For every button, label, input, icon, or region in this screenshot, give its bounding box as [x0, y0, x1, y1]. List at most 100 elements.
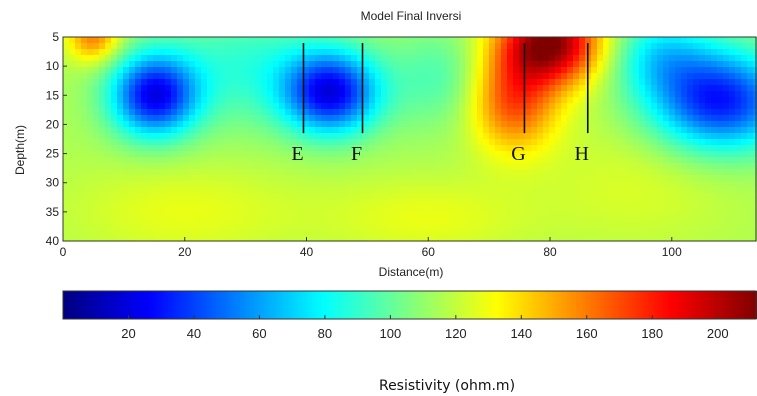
heatmap-cell	[447, 157, 454, 164]
heatmap-cell	[285, 205, 292, 212]
heatmap-cell	[285, 55, 292, 62]
heatmap-cell	[375, 67, 382, 74]
heatmap-cell	[519, 211, 526, 218]
heatmap-cell	[669, 187, 676, 194]
heatmap-cell	[411, 115, 418, 122]
heatmap-cell	[729, 43, 736, 50]
heatmap-cell	[165, 211, 172, 218]
heatmap-cell	[561, 145, 568, 152]
heatmap-cell	[333, 91, 340, 98]
colorbar-cell	[462, 291, 466, 319]
heatmap-cell	[357, 175, 364, 182]
heatmap-cell	[219, 163, 226, 170]
colorbar-cell	[339, 291, 343, 319]
heatmap-cell	[93, 163, 100, 170]
heatmap-cell	[417, 43, 424, 50]
heatmap-cell	[633, 79, 640, 86]
heatmap-cell	[591, 223, 598, 230]
heatmap-cell	[651, 175, 658, 182]
heatmap-cell	[603, 49, 610, 56]
heatmap-cell	[603, 163, 610, 170]
heatmap-cell	[129, 163, 136, 170]
heatmap-cell	[315, 199, 322, 206]
heatmap-cell	[681, 127, 688, 134]
heatmap-cell	[123, 211, 130, 218]
heatmap-cell	[363, 85, 370, 92]
heatmap-cell	[663, 163, 670, 170]
heatmap-cell	[345, 109, 352, 116]
heatmap-cell	[717, 139, 724, 146]
colorbar-gradient	[63, 291, 757, 319]
heatmap-cell	[675, 199, 682, 206]
heatmap-cell	[327, 133, 334, 140]
colorbar-cell	[678, 291, 682, 319]
heatmap-cell	[417, 187, 424, 194]
heatmap-cell	[621, 79, 628, 86]
heatmap-cell	[597, 109, 604, 116]
heatmap-cell	[135, 223, 142, 230]
heatmap-cell	[351, 175, 358, 182]
heatmap-cell	[237, 229, 244, 236]
heatmap-cell	[105, 103, 112, 110]
heatmap-cell	[63, 187, 70, 194]
colorbar-cell	[600, 291, 604, 319]
heatmap-cell	[495, 229, 502, 236]
heatmap-cell	[723, 67, 730, 74]
heatmap-cell	[225, 49, 232, 56]
heatmap-cell	[189, 121, 196, 128]
heatmap-cell	[87, 169, 94, 176]
heatmap-cell	[159, 91, 166, 98]
heatmap-cell	[717, 79, 724, 86]
heatmap-cell	[453, 43, 460, 50]
heatmap-cell	[315, 91, 322, 98]
colorbar-cell	[207, 291, 211, 319]
heatmap-cell	[411, 139, 418, 146]
heatmap-cell	[519, 157, 526, 164]
heatmap-cell	[267, 127, 274, 134]
heatmap-cell	[729, 235, 736, 242]
heatmap-cell	[69, 73, 76, 80]
heatmap-cell	[693, 91, 700, 98]
heatmap-cell	[729, 229, 736, 236]
heatmap-cell	[189, 163, 196, 170]
heatmap-cell	[387, 121, 394, 128]
heatmap-cell	[645, 115, 652, 122]
heatmap-cell	[141, 37, 148, 44]
heatmap-cell	[729, 79, 736, 86]
heatmap-cell	[189, 37, 196, 44]
heatmap-cell	[159, 133, 166, 140]
heatmap-cell	[399, 145, 406, 152]
heatmap-cell	[297, 43, 304, 50]
heatmap-cell	[327, 187, 334, 194]
heatmap-cell	[465, 235, 472, 242]
heatmap-cell	[363, 211, 370, 218]
heatmap-cell	[189, 193, 196, 200]
heatmap-cell	[471, 49, 478, 56]
heatmap-cell	[453, 163, 460, 170]
heatmap-cell	[177, 85, 184, 92]
heatmap-cell	[201, 121, 208, 128]
heatmap-cell	[567, 91, 574, 98]
heatmap-cell	[567, 217, 574, 224]
heatmap-cell	[153, 151, 160, 158]
heatmap-cell	[747, 151, 754, 158]
heatmap-cell	[183, 157, 190, 164]
heatmap-cell	[453, 121, 460, 128]
heatmap-cell	[273, 103, 280, 110]
heatmap-cell	[375, 115, 382, 122]
heatmap-cell	[561, 91, 568, 98]
heatmap-cell	[477, 169, 484, 176]
heatmap-cell	[477, 73, 484, 80]
heatmap-cell	[417, 211, 424, 218]
heatmap-cell	[675, 175, 682, 182]
heatmap-cell	[183, 133, 190, 140]
heatmap-cell	[699, 217, 706, 224]
heatmap-cell	[333, 121, 340, 128]
heatmap-cell	[189, 235, 196, 242]
heatmap-cell	[543, 169, 550, 176]
heatmap-cell	[201, 127, 208, 134]
heatmap-cell	[315, 115, 322, 122]
heatmap-cell	[507, 211, 514, 218]
heatmap-cell	[345, 61, 352, 68]
heatmap-cell	[561, 151, 568, 158]
